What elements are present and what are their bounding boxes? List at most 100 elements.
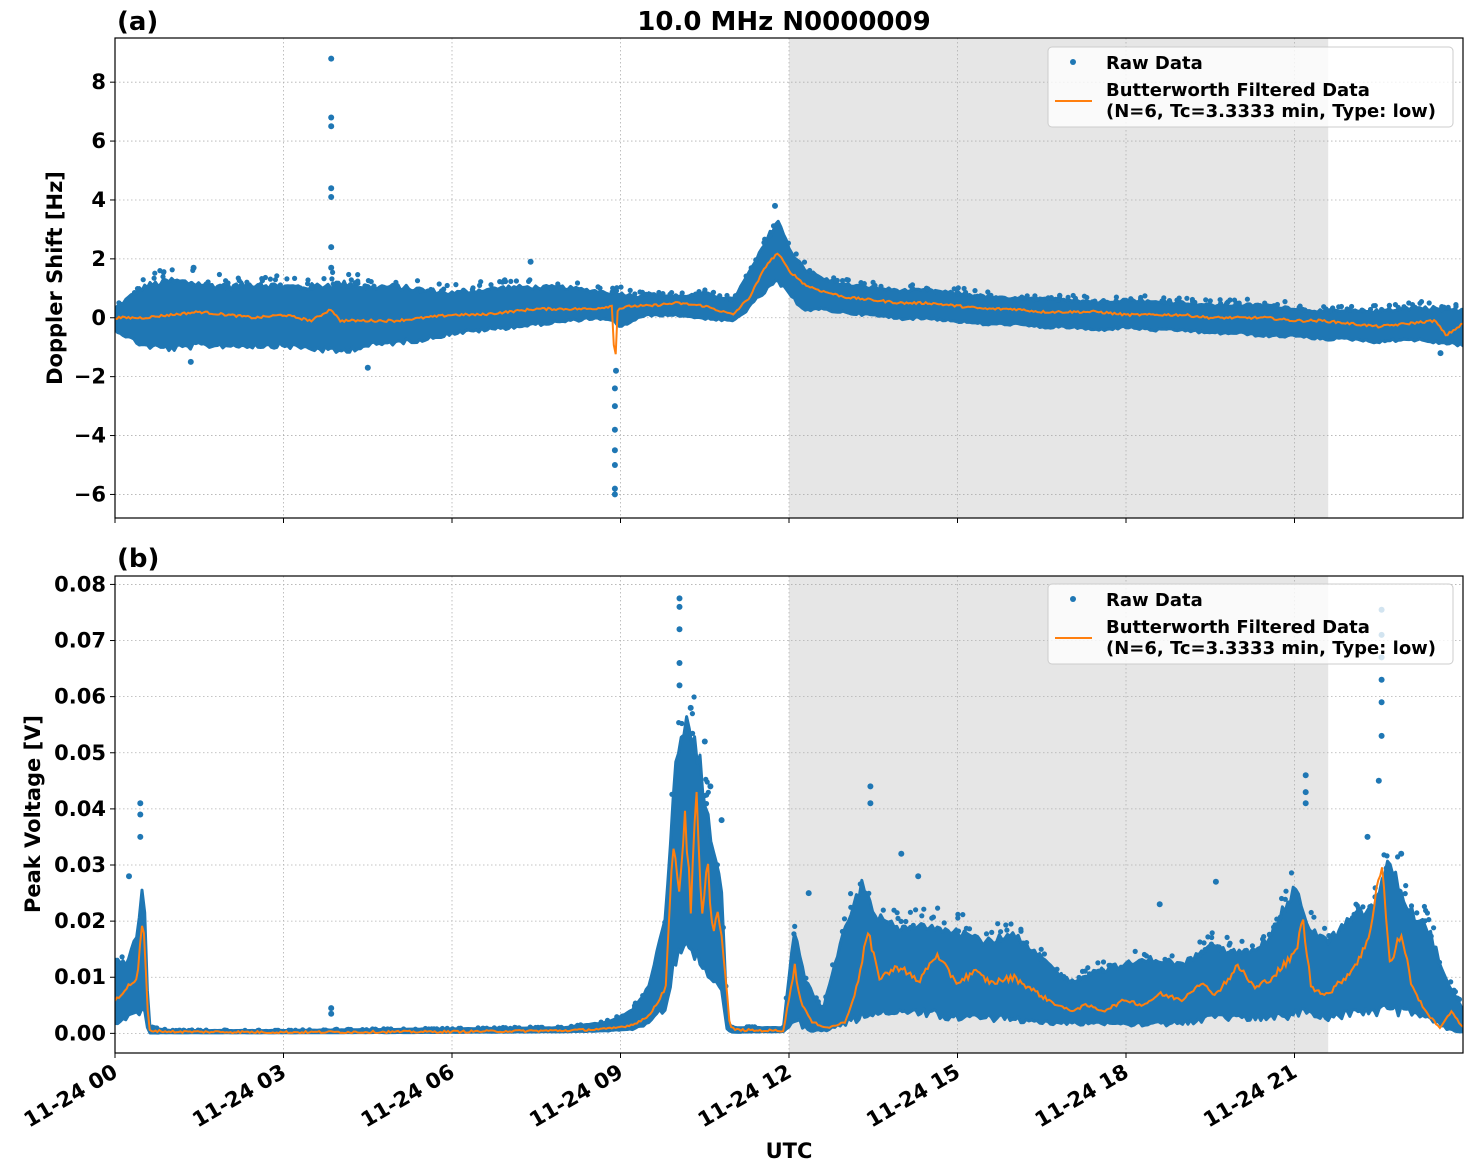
panel-a-raw-point bbox=[161, 270, 167, 276]
panel-b-raw-point bbox=[1367, 904, 1373, 910]
panel-a-raw-point bbox=[216, 271, 222, 278]
panel-b-raw-outlier-point bbox=[1398, 850, 1405, 857]
panel-a-raw-point bbox=[1217, 297, 1223, 303]
panel-b-raw-point bbox=[1360, 904, 1366, 910]
panel-a-raw-point bbox=[748, 265, 754, 271]
panel-b-y-ticks: 0.00 0.01 0.02 0.03 0.04 0.05 0.06 0.07 0.08 bbox=[54, 572, 115, 1045]
panel-a-raw-point bbox=[637, 289, 643, 295]
panel-a-raw-outlier-point bbox=[364, 364, 371, 371]
panel-a-raw-point bbox=[1014, 296, 1020, 302]
panel-a-raw-point bbox=[151, 275, 157, 281]
panel-b-raw-point bbox=[1224, 934, 1230, 941]
panel-b-raw-point bbox=[714, 862, 721, 868]
panel-b-raw-outlier-point bbox=[718, 817, 725, 824]
panel-a-raw-point bbox=[527, 277, 533, 283]
panel-a-raw-point bbox=[1296, 304, 1302, 310]
panel-a-raw-point bbox=[1359, 307, 1365, 313]
panel-b-raw-point bbox=[1197, 952, 1203, 958]
panel-a-raw-point bbox=[1024, 293, 1030, 299]
panel-b-ytick-label: 0.07 bbox=[54, 629, 106, 653]
panel-b-raw-point bbox=[1018, 926, 1024, 932]
panel-b-raw-outlier-point bbox=[915, 873, 922, 880]
panel-b-raw-outlier-point bbox=[867, 783, 874, 790]
panel-b-raw-outlier-point bbox=[1378, 732, 1385, 739]
panel-a-raw-point bbox=[732, 293, 739, 299]
panel-a-ytick-label: −4 bbox=[74, 424, 106, 448]
panel-a-raw-point bbox=[839, 278, 846, 284]
panel-b-raw-point bbox=[1100, 968, 1106, 974]
panel-a-raw-point bbox=[1349, 303, 1355, 310]
panel-b-raw-outlier-point bbox=[1212, 878, 1219, 885]
panel-b-raw-point bbox=[880, 907, 886, 913]
panel-a-raw-point bbox=[1176, 295, 1182, 301]
panel-b-raw-point bbox=[1086, 971, 1093, 977]
panel-b-raw-point bbox=[1351, 911, 1357, 917]
panel-a-raw-point bbox=[1092, 298, 1098, 304]
panel-a-raw-point bbox=[188, 280, 194, 287]
panel-a-raw-envelope bbox=[115, 219, 1463, 354]
panel-b-raw-point bbox=[1422, 918, 1428, 924]
panel-a-raw-point bbox=[1336, 304, 1342, 310]
panel-a-raw-outlier-point bbox=[328, 244, 335, 251]
panel-a-raw-outlier-point bbox=[328, 185, 335, 192]
panel-b-label: (b) bbox=[117, 544, 159, 574]
panel-b-raw-point bbox=[1061, 974, 1067, 980]
panel-a-ytick-label: 0 bbox=[91, 306, 106, 330]
panel-b-raw-point bbox=[640, 993, 646, 999]
panel-b-raw-outlier-point bbox=[898, 850, 905, 857]
panel-b-raw-point bbox=[830, 962, 836, 968]
panel-b-raw-point bbox=[841, 916, 848, 922]
panel-a-raw-point bbox=[698, 291, 704, 297]
panel-a-ytick-label: −6 bbox=[74, 482, 106, 506]
panel-b-raw-point bbox=[997, 937, 1003, 943]
panel-b-raw-outlier-point bbox=[676, 626, 683, 633]
panel-b-raw-outlier-point bbox=[137, 800, 144, 807]
panel-a-raw-point bbox=[1032, 293, 1038, 299]
panel-a-raw-point bbox=[632, 291, 638, 297]
panel-b-ytick-label: 0.04 bbox=[54, 797, 106, 821]
panel-b-raw-point bbox=[1436, 959, 1443, 965]
panel-b-raw-point bbox=[1216, 946, 1222, 953]
panel-b-raw-point bbox=[1249, 943, 1255, 949]
panel-b-legend-filtered-label-line2: (N=6, Tc=3.3333 min, Type: low) bbox=[1106, 638, 1436, 659]
panel-a-raw-outlier-point bbox=[611, 447, 618, 454]
panel-b-raw-point bbox=[614, 1014, 620, 1020]
figure-title: 10.0 MHz N0000009 bbox=[637, 7, 930, 37]
panel-a-raw-point bbox=[1386, 306, 1392, 313]
panel-b-raw-point bbox=[1038, 956, 1044, 963]
panel-a-raw-point bbox=[1282, 299, 1288, 305]
panel-a-raw-point bbox=[793, 251, 799, 257]
panel-b-raw-point bbox=[919, 913, 925, 919]
panel-a-raw-point bbox=[244, 279, 250, 285]
panel-b-raw-point bbox=[598, 1019, 604, 1025]
panel-b-raw-point bbox=[935, 905, 941, 911]
panel-b-raw-outlier-point bbox=[1378, 699, 1385, 706]
panel-b-raw-point bbox=[434, 1026, 440, 1032]
panel-b-raw-outlier-point bbox=[1375, 777, 1382, 784]
panel-b-raw-point bbox=[1202, 947, 1208, 953]
panel-b-raw-point bbox=[1311, 914, 1317, 920]
panel-a-raw-point bbox=[1142, 293, 1148, 299]
panel-b-raw-point bbox=[1243, 947, 1249, 953]
panel-a-raw-point bbox=[909, 285, 916, 292]
panel-a-raw-point bbox=[955, 285, 961, 291]
panel-a-y-ticks: −6 −4 −2 0 2 4 6 8 bbox=[74, 70, 115, 506]
panel-b-raw-point bbox=[1208, 941, 1214, 947]
x-tick-label: 11-24 15 bbox=[862, 1060, 964, 1133]
panel-a-raw-point bbox=[1207, 298, 1213, 304]
panel-a-raw-point bbox=[1459, 307, 1463, 313]
panel-b-raw-point bbox=[966, 926, 973, 932]
panel-b-raw-point bbox=[704, 779, 710, 785]
panel-a-raw-point bbox=[1453, 302, 1459, 308]
panel-b-raw-point bbox=[300, 1027, 306, 1033]
panel-a-raw-point bbox=[1412, 304, 1418, 310]
panel-a-raw-point bbox=[1236, 300, 1242, 306]
panel-a-raw-point bbox=[547, 285, 553, 291]
panel-a-raw-outlier-point bbox=[190, 264, 197, 271]
panel-b-raw-outlier-point bbox=[328, 1010, 335, 1017]
panel-a-raw-data bbox=[115, 55, 1463, 498]
panel-b-raw-point bbox=[903, 918, 909, 925]
panel-b-raw-point bbox=[1004, 927, 1010, 933]
panel-b-raw-point bbox=[381, 1026, 387, 1032]
panel-a-raw-point bbox=[1262, 300, 1268, 306]
